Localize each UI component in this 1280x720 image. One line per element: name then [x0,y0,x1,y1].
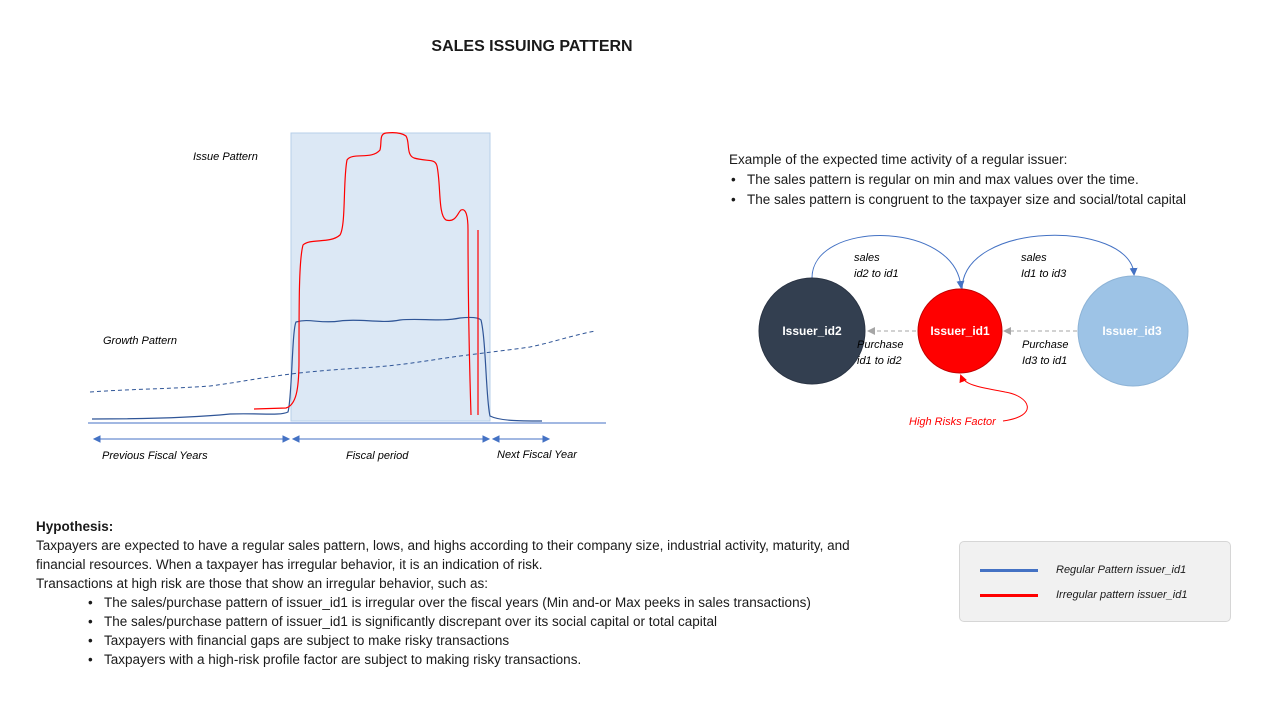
hypothesis-paragraph-1: Taxpayers are expected to have a regular… [36,538,850,572]
legend-item-irregular: Irregular pattern issuer_id1 [980,587,1187,603]
legend-label-regular: Regular Pattern issuer_id1 [1056,564,1187,576]
regular-pattern-line [91,316,543,422]
hypothesis-bullets: The sales/purchase pattern of issuer_id1… [86,593,896,669]
high-risk-arrow [959,374,1028,422]
intro-bullets: The sales pattern is regular on min and … [729,170,1186,210]
hypothesis-bullet: The sales/purchase pattern of issuer_id1… [86,593,896,612]
node-issuer-id2 [758,277,866,385]
previous-fiscal-years-label: Previous Fiscal Years [102,450,208,462]
legend-item-regular: Regular Pattern issuer_id1 [980,562,1186,578]
purchase-right-label-2: Id3 to id1 [1022,355,1067,367]
hypothesis-block: Hypothesis: Taxpayers are expected to ha… [36,517,896,669]
next-fiscal-year-label: Next Fiscal Year [497,449,578,461]
fiscal-period-label: Fiscal period [346,450,409,462]
node-issuer-id3 [1077,275,1189,387]
purchase-left-label-1: Purchase [857,339,903,351]
sales-arrow-id1-to-id3 [961,234,1138,291]
hypothesis-bullet: Taxpayers with a high-risk profile facto… [86,650,896,669]
growth-pattern-label: Growth Pattern [103,335,177,347]
intro-heading: Example of the expected time activity of… [729,152,1068,167]
intro-block: Example of the expected time activity of… [729,150,1186,210]
issue-pattern-label: Issue Pattern [193,151,258,163]
legend-label-irregular: Irregular pattern issuer_id1 [1056,589,1188,601]
hypothesis-heading: Hypothesis: [36,519,114,534]
irregular-pattern-line [253,132,472,416]
intro-bullet: The sales pattern is regular on min and … [729,170,1186,190]
sales-right-label-1: sales [1021,252,1047,264]
legend-box: Regular Pattern issuer_id1 Irregular pat… [959,541,1231,622]
sales-arrow-id2-to-id1 [811,235,965,289]
legend-swatch-irregular [980,593,1038,597]
node-issuer-id3-label: Issuer_id3 [1102,324,1162,338]
sales-left-label-1: sales [854,252,880,264]
sales-right-label-2: Id1 to id3 [1021,268,1067,280]
purchase-right-label-1: Purchase [1022,339,1068,351]
node-issuer-id2-label: Issuer_id2 [782,324,842,338]
node-issuer-id1 [917,288,1003,374]
timeline-arrows [92,435,551,443]
fiscal-period-area [290,132,491,422]
hypothesis-bullet: Taxpayers with financial gaps are subjec… [86,631,896,650]
page-title: SALES ISSUING PATTERN [431,38,633,55]
high-risk-label: High Risks Factor [909,416,997,428]
growth-pattern-line [89,330,596,393]
legend-swatch-regular [980,568,1038,572]
intro-bullet: The sales pattern is congruent to the ta… [729,190,1186,210]
hypothesis-paragraph-2: Transactions at high risk are those that… [36,576,488,591]
purchase-left-label-2: id1 to id2 [857,355,902,367]
hypothesis-bullet: The sales/purchase pattern of issuer_id1… [86,612,896,631]
sales-left-label-2: id2 to id1 [854,268,899,280]
node-issuer-id1-label: Issuer_id1 [930,324,990,338]
